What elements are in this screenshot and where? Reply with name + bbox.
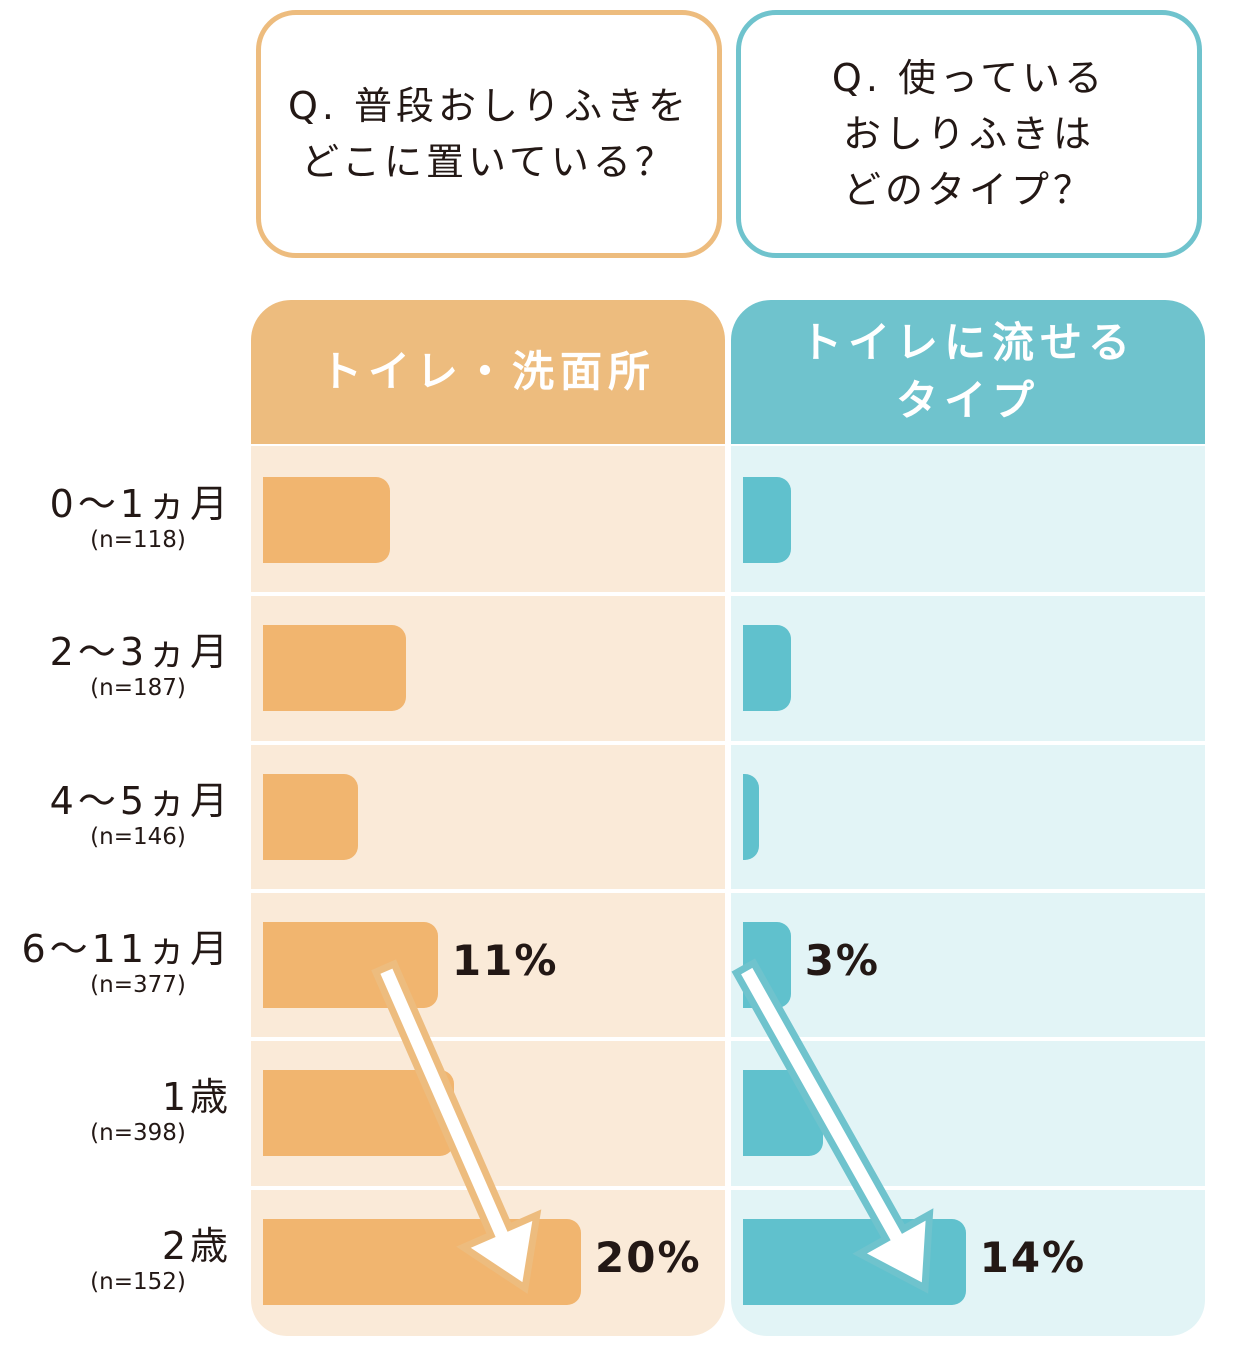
row-label: 4～5ヵ月 (n=146) [0,779,232,851]
value-label: 20% [595,1232,702,1282]
age-label: 4～5ヵ月 [49,778,232,823]
question-line: どのタイプ？ [842,168,1095,212]
row-divider [251,740,725,745]
sample-size-label: (n=377) [90,971,186,998]
age-label: 2歳 [161,1223,232,1268]
question-line: Q. 使っている [831,56,1107,100]
trend-arrow [731,958,934,1294]
row-divider [251,592,725,597]
header-line: トイレ・洗面所 [319,347,656,396]
value-label: 11% [451,935,559,985]
column-header-toilet-washroom: トイレ・洗面所 [251,300,725,444]
row-divider [251,888,725,893]
sample-size-label: (n=152) [90,1268,186,1295]
row-divider [731,1185,1205,1190]
question-line: どこに置いている？ [301,140,677,184]
row-divider [251,1037,725,1042]
row-label: 2～3ヵ月 (n=187) [0,630,232,702]
bar [743,625,791,712]
bar [743,773,759,860]
row-label: 0～1ヵ月 (n=118) [0,482,232,554]
sample-size-label: (n=187) [90,675,186,702]
bar [263,625,407,712]
age-label: 1歳 [161,1075,232,1120]
sample-size-label: (n=398) [90,1120,186,1147]
age-label: 2～3ヵ月 [49,630,232,675]
bar [263,773,359,860]
arrow-shape [731,958,934,1294]
trend-arrow [371,959,542,1294]
sample-size-label: (n=118) [90,527,186,553]
bar [743,477,791,563]
row-label: 1歳 (n=398) [0,1075,232,1147]
row-label: 6～11ヵ月 (n=377) [0,927,232,999]
column-header-flushable: トイレに流せる タイプ [731,300,1205,444]
age-label: 0～1ヵ月 [49,482,232,526]
age-label: 6～11ヵ月 [21,926,232,971]
question-box-location: Q. 普段おしりふきを どこに置いている？ [256,10,722,258]
sample-size-label: (n=146) [90,823,186,850]
question-line: おしりふきは [842,112,1095,156]
row-divider [731,888,1205,893]
value-label: 3% [804,935,880,985]
chart-panel-location [251,446,725,1336]
row-divider [731,592,1205,597]
row-divider [731,1037,1205,1042]
row-divider [731,740,1205,745]
bar [263,477,391,563]
question-box-type: Q. 使っている おしりふきは どのタイプ？ [736,10,1202,258]
question-line: Q. 普段おしりふきを [287,84,691,128]
header-line: トイレに流せる [799,318,1136,367]
header-line: タイプ [895,376,1040,425]
arrow-shape [371,959,542,1294]
row-label: 2歳 (n=152) [0,1224,232,1296]
value-label: 14% [979,1232,1087,1282]
